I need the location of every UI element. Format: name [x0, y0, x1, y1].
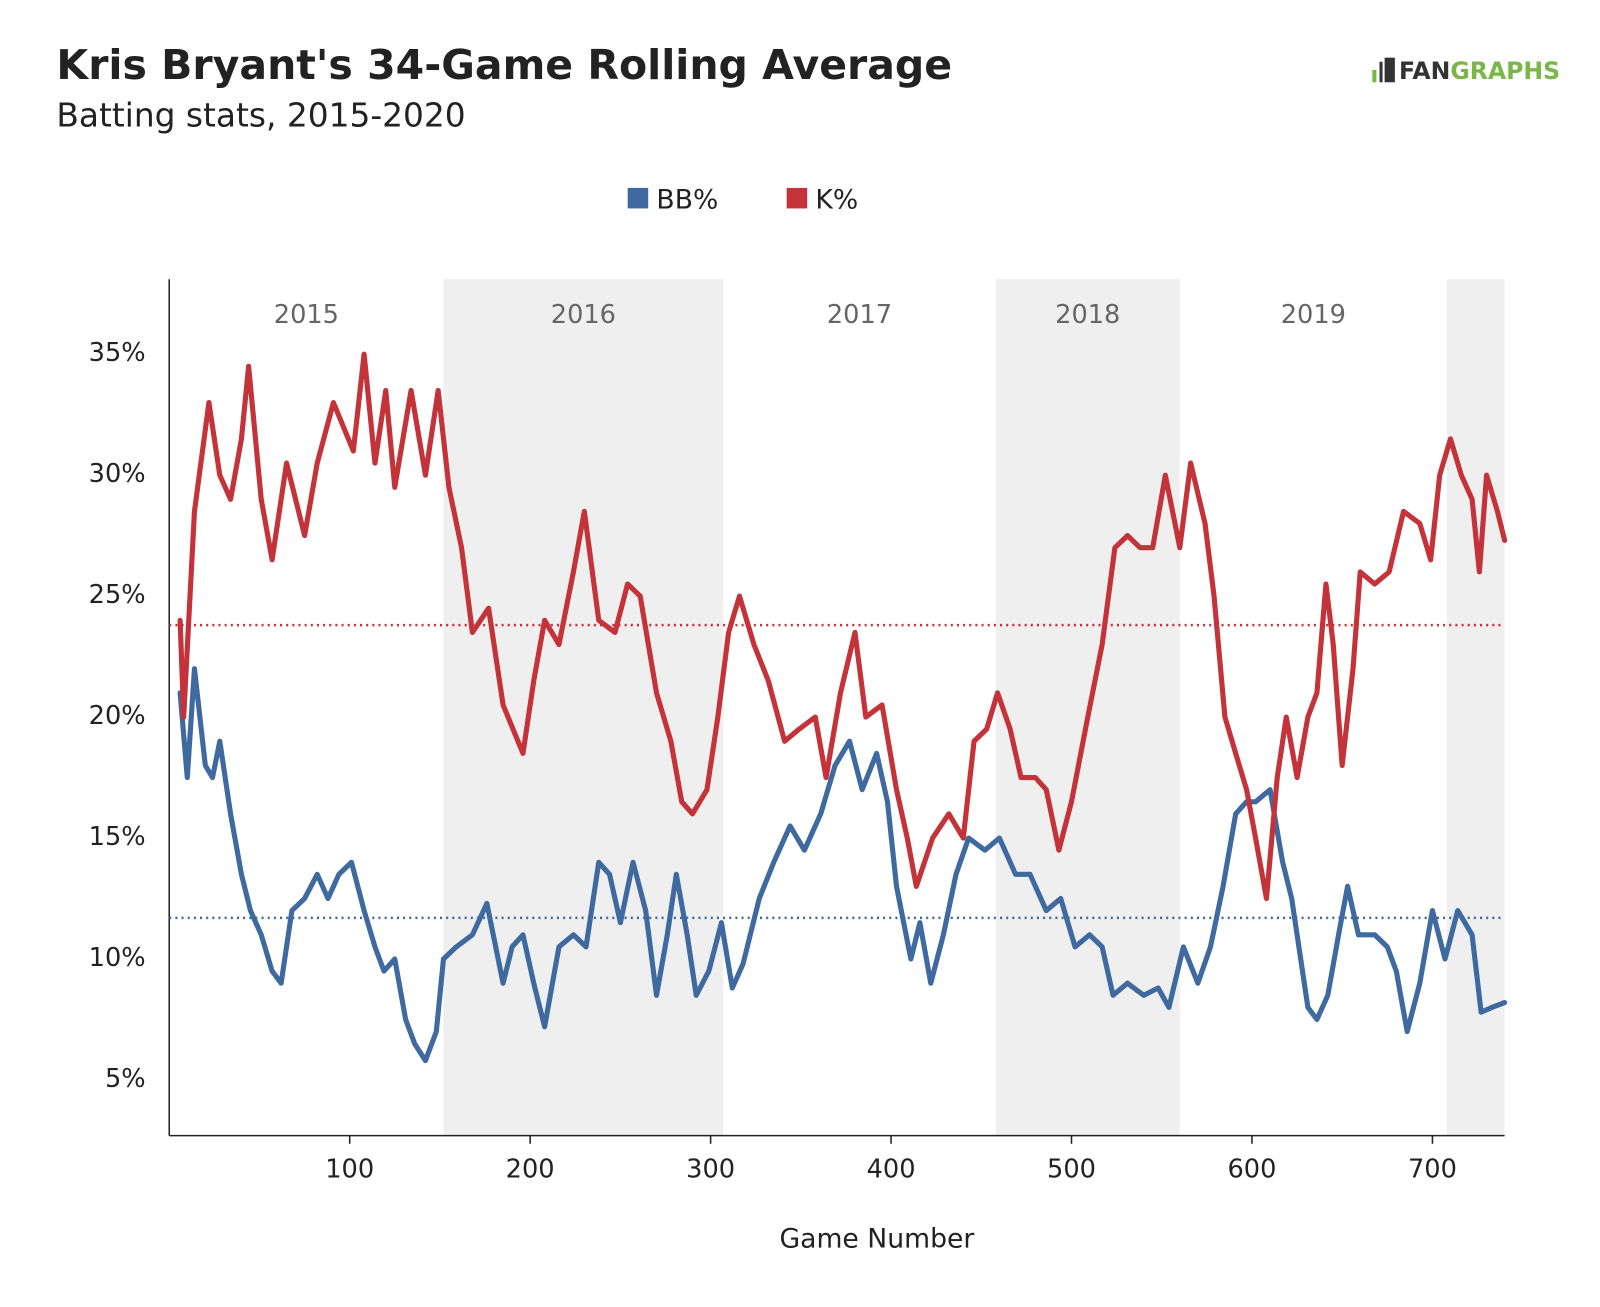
chart-subtitle: Batting stats, 2015-2020 [56, 97, 465, 135]
y-tick-label: 25% [89, 580, 146, 610]
x-tick-label: 300 [686, 1154, 735, 1184]
logo-text: FANGRAPHS [1399, 57, 1560, 85]
year-label: 2015 [274, 300, 339, 330]
y-tick-label: 10% [89, 943, 146, 973]
year-bands [443, 279, 1505, 1136]
series-line [177, 351, 1508, 902]
logo-icon [1372, 69, 1377, 83]
y-tick-label: 35% [89, 338, 146, 368]
series-line [177, 666, 1508, 1064]
year-label: 2017 [827, 300, 892, 330]
x-tick-label: 400 [867, 1154, 916, 1184]
x-tick-label: 700 [1408, 1154, 1457, 1184]
y-tick-label: 30% [89, 459, 146, 489]
legend-swatch [786, 187, 808, 209]
logo-text: GRAPHS [1450, 57, 1560, 85]
x-tick-label: 500 [1047, 1154, 1096, 1184]
legend-label: BB% [656, 185, 718, 216]
year-label: 2016 [551, 300, 616, 330]
year-band [443, 279, 724, 1136]
x-axis-title: Game Number [779, 1224, 974, 1255]
year-label: 2019 [1281, 300, 1346, 330]
x-tick-label: 200 [506, 1154, 555, 1184]
legend-label: K% [815, 185, 858, 216]
y-tick-label: 15% [89, 822, 146, 852]
logo: FANGRAPHS [1372, 57, 1560, 85]
x-tick-label: 600 [1228, 1154, 1277, 1184]
logo-icon [1379, 61, 1383, 83]
logo-icon [1384, 57, 1395, 83]
y-tick-label: 20% [89, 701, 146, 731]
legend-swatch [627, 187, 649, 209]
year-band [1446, 279, 1505, 1136]
year-label: 2018 [1055, 300, 1120, 330]
logo-text: FAN [1399, 57, 1450, 85]
chart-title: Kris Bryant's 34-Game Rolling Average [56, 41, 952, 89]
x-tick-label: 100 [325, 1154, 374, 1184]
y-tick-label: 5% [105, 1064, 146, 1094]
